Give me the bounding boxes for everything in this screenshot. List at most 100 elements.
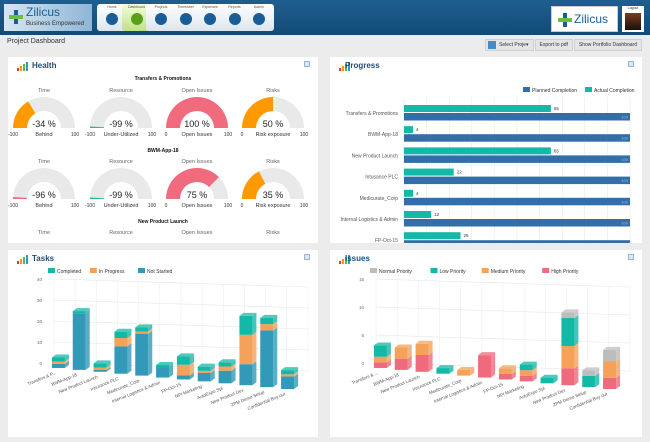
bar-segment: [156, 364, 170, 368]
bar-side: [210, 369, 215, 382]
bar-segment: [197, 372, 211, 382]
gauge-min: 0: [165, 203, 168, 209]
select-project-button[interactable]: Select Proje▾: [485, 39, 534, 51]
bar-segment: [561, 312, 575, 319]
bar-side: [210, 363, 215, 371]
bar-actual: [404, 189, 414, 197]
bar-planned: [404, 240, 630, 243]
bar-segment: [239, 334, 253, 365]
health-panel: Health Transfers & Promotions Time -34 % Be…: [8, 57, 318, 243]
collapse-button[interactable]: [304, 254, 310, 260]
bar-top: [582, 367, 600, 371]
gauge-value: 35 %: [263, 190, 284, 200]
project-name: BWM-App-18: [147, 148, 179, 154]
bar-segment: [51, 361, 65, 364]
collapse-button[interactable]: [628, 61, 634, 67]
bar-side: [127, 343, 132, 374]
bar-side: [574, 315, 579, 347]
data-label: 100: [621, 157, 628, 162]
bar-actual: [404, 147, 551, 155]
bar-segment: [498, 368, 512, 374]
bar-segment: [603, 377, 617, 390]
bar-segment: [498, 373, 512, 380]
bar-side: [407, 344, 412, 359]
bar-segment: [239, 315, 253, 335]
gauge-fill: [166, 97, 228, 128]
legend-swatch: [481, 268, 489, 273]
bar-chart-icon: [339, 255, 350, 264]
user-avatar: [625, 13, 641, 30]
gauge-label: Open Issues: [181, 159, 213, 165]
gauge: -99 % Under-Utilized -100 100: [85, 97, 156, 138]
export-pdf-button[interactable]: Export to pdf: [534, 39, 573, 51]
bar-top: [176, 353, 194, 357]
bar-side: [85, 308, 90, 314]
bar-side: [511, 370, 516, 380]
category-label: Internal Logistics & Admin: [340, 217, 398, 223]
bar-side: [64, 360, 69, 368]
legend-swatch: [523, 87, 530, 92]
legend-label: Actual Completion: [594, 88, 635, 94]
category-label: FP-Oct-15: [375, 238, 398, 243]
bar-actual: [404, 105, 551, 112]
y-tick-label: 40: [37, 277, 43, 282]
issues-panel: Issues 0 5 10 15 Normal Priority Low Priority…: [330, 250, 642, 437]
data-label: 22: [457, 170, 463, 175]
bar-segment: [135, 327, 149, 332]
bar-chart-icon: [17, 62, 28, 71]
bar-segment: [415, 354, 429, 372]
bar-top: [281, 367, 299, 371]
gauge-max: 100: [71, 203, 80, 209]
gauge-label: Resource: [109, 88, 133, 94]
bar-actual: [404, 126, 414, 134]
clock-icon: [179, 13, 192, 25]
brand-name: Zilicus: [574, 12, 609, 26]
bar-side: [532, 372, 537, 382]
gauge-value: 75 %: [187, 190, 208, 200]
bar-segment: [373, 356, 387, 363]
gauge-label: Time: [37, 230, 51, 236]
gauge-label: Open Issues: [181, 88, 213, 94]
data-label: 65: [554, 148, 560, 153]
bar-top: [373, 342, 391, 346]
page-title: Project Dashboard: [7, 38, 65, 45]
gauge-min: -100: [85, 203, 95, 209]
bar-side: [294, 367, 299, 375]
category-label: Medicurate_Corp: [360, 196, 399, 202]
zilicus-logo[interactable]: Zilicus Business Empowered: [4, 4, 92, 31]
project-icon: [488, 41, 497, 49]
nav-admin[interactable]: Admin: [244, 4, 274, 31]
gauge-min: -100: [8, 132, 18, 138]
legend-label: Normal Priority: [379, 269, 413, 275]
bar-side: [252, 361, 257, 386]
gauge-value: 50 %: [263, 119, 284, 129]
user-icon: [253, 13, 265, 25]
bar-segment: [72, 313, 86, 370]
logo-mark-icon: [558, 13, 572, 27]
gauge-caption: Behind: [35, 132, 52, 138]
bar-side: [106, 366, 111, 372]
bar-segment: [114, 346, 128, 374]
logout-button[interactable]: Logout: [622, 6, 644, 32]
bar-side: [231, 359, 236, 367]
bar-segment: [260, 324, 274, 331]
gauge-max: 100: [300, 132, 309, 138]
bar-chart-icon: [339, 62, 350, 71]
bar-side: [491, 352, 496, 378]
gauge: -96 % Behind -100 100: [8, 168, 80, 209]
bar-side: [428, 351, 433, 372]
bar-top: [72, 308, 90, 312]
collapse-button[interactable]: [628, 254, 634, 260]
bar-segment: [373, 362, 387, 368]
collapse-button[interactable]: [304, 61, 310, 67]
bar-segment: [561, 346, 575, 369]
gauge: -99 % Under-Utilized -100 100: [85, 168, 156, 209]
gauge-fill: [90, 126, 105, 128]
bar-side: [64, 358, 69, 364]
portfolio-dashboard-button[interactable]: Show Portfolio Dashboard: [573, 39, 642, 51]
tasks-title: Tasks: [32, 254, 55, 263]
bar-planned: [404, 134, 630, 142]
bar-side: [64, 354, 69, 362]
data-label: 25: [464, 233, 470, 238]
bar-side: [127, 335, 132, 347]
